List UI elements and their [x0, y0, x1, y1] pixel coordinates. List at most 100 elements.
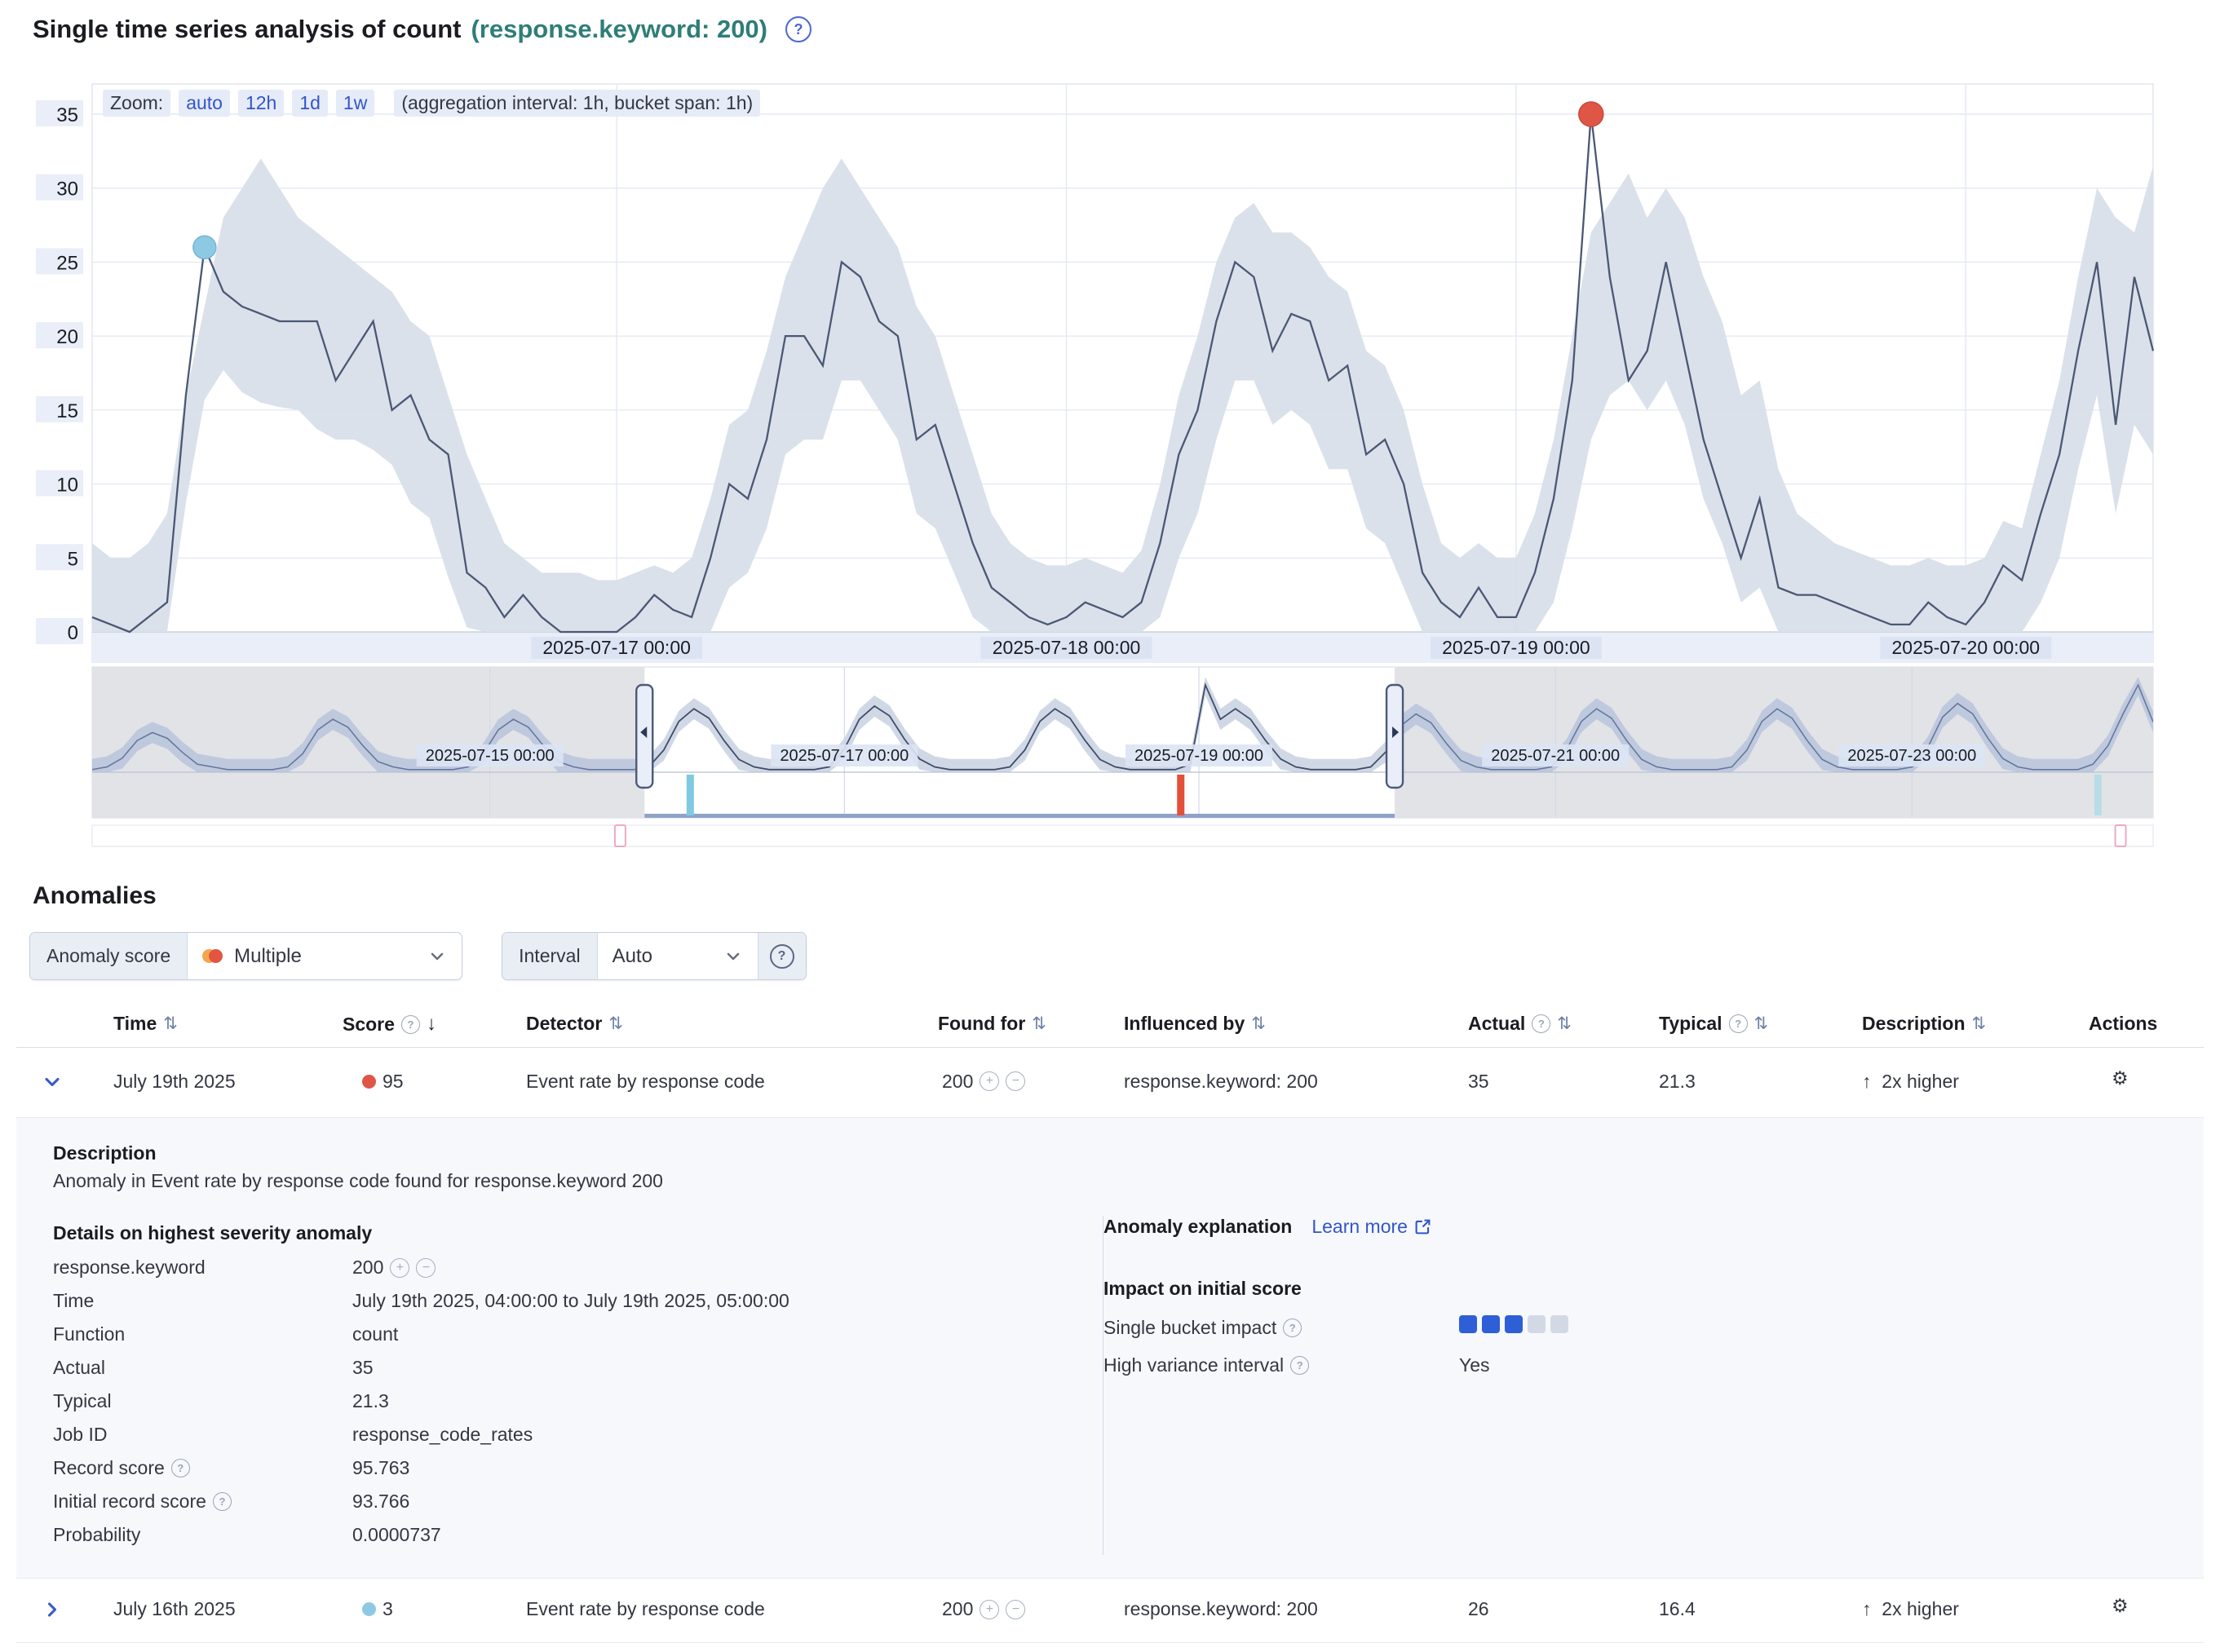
brush-handle-right[interactable] — [1385, 683, 1404, 789]
swimlane-anomaly-tick[interactable] — [686, 775, 694, 815]
chevron-icon — [431, 952, 444, 960]
y-axis-label: 5 — [68, 548, 78, 570]
x-axis-label: 2025-07-17 00:00 — [542, 637, 691, 658]
zoom-option-12h[interactable]: 12h — [237, 90, 285, 117]
zoom-aggregation-info: (aggregation interval: 1h, bucket span: … — [394, 90, 761, 117]
y-axis-label: 15 — [56, 400, 78, 422]
detail-label-text: Probability — [53, 1524, 141, 1545]
control-select[interactable]: Auto — [598, 933, 758, 979]
column-label: Influenced by — [1124, 1013, 1245, 1034]
expand-row-button[interactable] — [41, 1598, 64, 1621]
detail-label: Job ID — [53, 1424, 107, 1446]
column-header-found-for[interactable]: Found for ⇅ — [938, 1013, 1046, 1035]
detail-label-text: response.keyword — [53, 1257, 206, 1278]
found-for-value: 200 — [942, 1070, 974, 1092]
explanation-title-row: Anomaly explanation Learn more — [1103, 1216, 1431, 1238]
control-select[interactable]: Multiple — [188, 933, 462, 979]
description-text: Anomaly in Event rate by response code f… — [53, 1170, 663, 1191]
y-axis-label: 30 — [56, 179, 78, 201]
column-header-detector[interactable]: Detector ⇅ — [526, 1013, 623, 1035]
detail-label: Initial record score? — [53, 1491, 232, 1513]
sort-icon: ⇅ — [1032, 1014, 1046, 1033]
column-header-actions: Actions — [2089, 1013, 2157, 1035]
cell-description: ↑ 2x higher — [1862, 1070, 1959, 1092]
filter-for-icon[interactable]: + — [390, 1257, 410, 1278]
detail-value: 35 — [352, 1357, 374, 1379]
help-icon[interactable]: ? — [785, 16, 811, 42]
chevron-icon — [727, 952, 739, 960]
control-help[interactable]: ? — [757, 933, 806, 979]
cell-actual: 35 — [1468, 1070, 1489, 1092]
high-variance-row: High variance interval? — [1103, 1354, 1310, 1376]
table-header: Time ⇅ Score? ↓ Detector ⇅ Found for ⇅ Influence… — [16, 1001, 2204, 1048]
y-label-chip — [36, 248, 83, 275]
filter-out-icon[interactable]: − — [1006, 1599, 1026, 1619]
zoom-option-1d[interactable]: 1d — [292, 90, 328, 117]
column-label: Found for — [938, 1013, 1026, 1034]
filter-out-icon[interactable]: − — [1006, 1071, 1026, 1091]
zoom-option-auto[interactable]: auto — [179, 90, 230, 117]
detail-value-text: response_code_rates — [352, 1424, 533, 1445]
sort-icon: ⇅ — [608, 1014, 623, 1033]
column-header-typical[interactable]: Typical? ⇅ — [1659, 1013, 1768, 1035]
swimlane-anomaly-tick[interactable] — [1177, 775, 1185, 815]
severity-dot-icon — [362, 1074, 376, 1089]
cell-typical: 21.3 — [1659, 1070, 1696, 1092]
filter-for-icon[interactable]: + — [980, 1599, 1000, 1619]
annotation-marker[interactable] — [613, 824, 626, 847]
brush-handle-left[interactable] — [635, 683, 654, 789]
annotation-marker[interactable] — [2114, 824, 2127, 847]
anomaly-details-panel: Description Anomaly in Event rate by resp… — [16, 1118, 2204, 1579]
found-for-value: 200 — [942, 1598, 974, 1619]
detail-label: Actual — [53, 1357, 105, 1379]
context-axis-label: 2025-07-15 00:00 — [426, 747, 555, 765]
swimlane-anomaly-tick[interactable] — [2094, 775, 2102, 815]
context-unselected-right[interactable] — [1395, 667, 2153, 818]
impact-square-filled — [1505, 1315, 1523, 1333]
detail-label: response.keyword — [53, 1257, 206, 1279]
actual-value-line — [91, 113, 2155, 634]
cell-detector: Event rate by response code — [526, 1070, 765, 1092]
filter-out-icon[interactable]: − — [416, 1257, 436, 1278]
column-label: Typical — [1659, 1013, 1722, 1034]
chevron-icon — [45, 1077, 60, 1086]
y-label-chip — [36, 322, 83, 349]
impact-title: Impact on initial score — [1103, 1278, 1302, 1299]
explanation-title: Anomaly explanation — [1103, 1216, 1293, 1237]
context-axis-label: 2025-07-17 00:00 — [780, 747, 909, 765]
y-label-chip — [36, 174, 83, 201]
column-header-description[interactable]: Description ⇅ — [1862, 1013, 1986, 1035]
control-interval: Interval Auto? — [502, 932, 807, 980]
brush-handle-arrow-icon — [1392, 727, 1400, 738]
column-header-score[interactable]: Score? ↓ — [343, 1013, 436, 1036]
y-axis-label: 25 — [56, 252, 78, 274]
anomaly-marker-minor[interactable] — [192, 235, 217, 260]
column-label: Time — [113, 1013, 157, 1034]
detail-value: count — [352, 1323, 398, 1345]
cell-found-for: 200 + − — [942, 1598, 1026, 1620]
learn-more-link[interactable]: Learn more — [1311, 1216, 1431, 1238]
collapse-row-button[interactable] — [41, 1071, 64, 1093]
detail-value-text: 21.3 — [352, 1390, 389, 1411]
column-label: Description — [1862, 1013, 1966, 1034]
cell-time: July 19th 2025 — [113, 1070, 236, 1092]
anomaly-marker-critical[interactable] — [1578, 101, 1604, 127]
context-label-chip — [1125, 744, 1272, 766]
zoom-option-1w[interactable]: 1w — [335, 90, 375, 117]
column-header-influenced-by[interactable]: Influenced by ⇅ — [1124, 1013, 1266, 1035]
row-actions-gear-icon[interactable]: ⚙ — [2112, 1067, 2129, 1089]
detail-value-text: 93.766 — [352, 1491, 410, 1512]
severity-dot-icon — [362, 1602, 376, 1616]
info-icon: ? — [400, 1014, 420, 1034]
anomalies-table: Time ⇅ Score? ↓ Detector ⇅ Found for ⇅ Influence… — [16, 1001, 2204, 1643]
table-row: July 19th 2025 95 Event rate by response c… — [16, 1048, 2204, 1118]
column-header-actual[interactable]: Actual? ⇅ — [1468, 1013, 1572, 1035]
details-title: Details on highest severity anomaly — [53, 1222, 373, 1243]
column-header-time[interactable]: Time ⇅ — [113, 1013, 178, 1035]
cell-influenced-by: response.keyword: 200 — [1124, 1070, 1318, 1092]
detail-value: 0.0000737 — [352, 1524, 441, 1546]
page-title-entity: (response.keyword: 200) — [471, 15, 767, 43]
row-actions-gear-icon[interactable]: ⚙ — [2112, 1595, 2129, 1616]
filter-for-icon[interactable]: + — [980, 1071, 1000, 1091]
severity-multi-icon — [202, 949, 223, 963]
